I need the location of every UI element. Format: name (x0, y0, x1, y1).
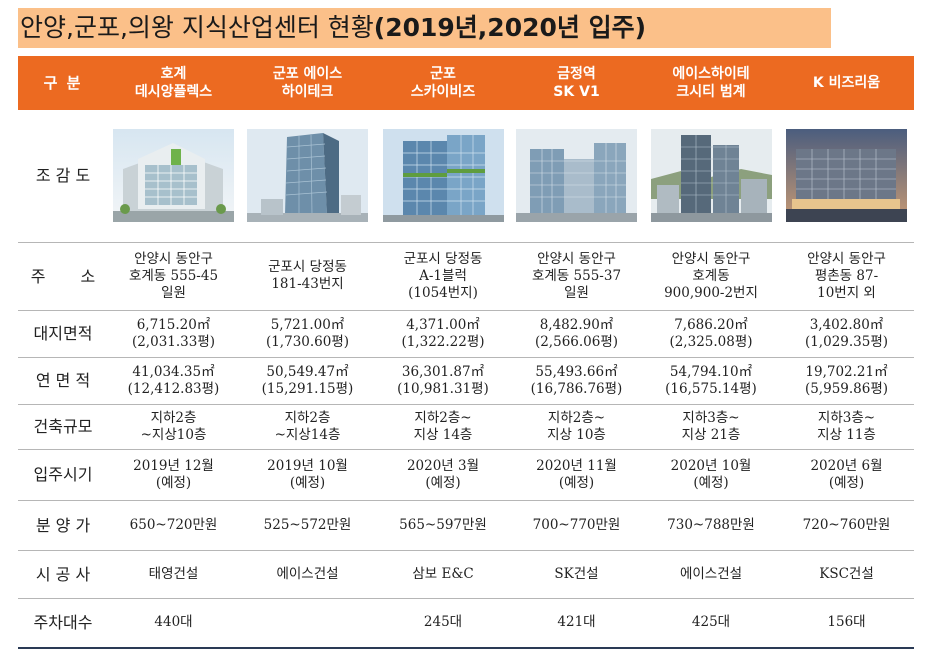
table-cell: 2019년 12월 (예정) (108, 449, 239, 501)
table-cell: 5,721.00㎡ (1,730.60평) (239, 310, 376, 358)
table-cell: 8,482.90㎡ (2,566.06평) (510, 310, 643, 358)
row-land-area: 대지면적 6,715.20㎡ (2,031.33평) 5,721.00㎡ (1,73… (18, 310, 914, 358)
table-cell: KSC건설 (779, 550, 914, 599)
row-label-scale: 건축규모 (18, 404, 108, 450)
table-cell (239, 598, 376, 649)
rendering-image-4 (516, 129, 637, 223)
page-title: 안양,군포,의왕 지식산업센터 현황(2019년,2020년 입주) (18, 8, 831, 48)
table-cell: 2020년 3월 (예정) (376, 449, 510, 501)
table-cell: 2020년 10월 (예정) (643, 449, 779, 501)
table-cell: 안양시 동안구 호계동 555-45 일원 (108, 242, 239, 311)
table-cell: SK건설 (510, 550, 643, 599)
table-cell: 720~760만원 (779, 500, 914, 551)
header-col-1: 호계 데시앙플렉스 (108, 56, 239, 110)
rendering-image-1 (113, 129, 234, 223)
row-label-parking: 주차대수 (18, 598, 108, 649)
header-col-2: 군포 에이스 하이테크 (239, 56, 376, 110)
table-cell: 삼보 E&C (376, 550, 510, 599)
title-main: 안양,군포,의왕 지식산업센터 현황 (20, 13, 374, 42)
table-cell: 525~572만원 (239, 500, 376, 551)
table-cell: 안양시 동안구 호계동 555-37 일원 (510, 242, 643, 311)
row-move-in: 입주시기 2019년 12월 (예정) 2019년 10월 (예정) 2020년 3… (18, 449, 914, 501)
header-col-5: 에이스하이테 크시티 범계 (643, 56, 779, 110)
row-label-move-in: 입주시기 (18, 449, 108, 501)
table-cell: 2019년 10월 (예정) (239, 449, 376, 501)
row-builder: 시 공 사 태영건설 에이스건설 삼보 E&C SK건설 에이스건설 KSC건설 (18, 550, 914, 599)
header-corner: 구 분 (18, 56, 108, 110)
row-parking: 주차대수 440대 245대 421대 425대 156대 (18, 598, 914, 649)
table-cell: 19,702.21㎡ (5,959.86평) (779, 357, 914, 405)
row-price: 분 양 가 650~720만원 525~572만원 565~597만원 700~… (18, 500, 914, 551)
table-cell: 지하3층~ 지상 11층 (779, 404, 914, 450)
table-cell: 지하2층 ~지상14층 (239, 404, 376, 450)
table-cell: 6,715.20㎡ (2,031.33평) (108, 310, 239, 358)
rendering-image-3 (382, 129, 504, 223)
table-cell: 421대 (510, 598, 643, 649)
row-label-builder: 시 공 사 (18, 550, 108, 599)
status-table: 구 분 호계 데시앙플렉스 군포 에이스 하이테크 군포 스카이비즈 금정역 SK V1… (18, 56, 914, 649)
table-cell: 안양시 동안구 평촌동 87- 10번지 외 (779, 242, 914, 311)
row-label-image: 조 감 도 (18, 110, 108, 243)
table-cell: 41,034.35㎡ (12,412.83평) (108, 357, 239, 405)
header-col-3: 군포 스카이비즈 (376, 56, 510, 110)
header-row: 구 분 호계 데시앙플렉스 군포 에이스 하이테크 군포 스카이비즈 금정역 SK V1… (18, 56, 914, 110)
table-cell: 에이스건설 (643, 550, 779, 599)
table-cell: 군포시 당정동 181-43번지 (239, 242, 376, 311)
table-cell: 245대 (376, 598, 510, 649)
rendering-image-2 (247, 129, 368, 223)
row-label-price: 분 양 가 (18, 500, 108, 551)
table-cell: 태영건설 (108, 550, 239, 599)
row-image: 조 감 도 (18, 110, 914, 243)
table-cell: 4,371.00㎡ (1,322.22평) (376, 310, 510, 358)
row-label-floor-area: 연 면 적 (18, 357, 108, 405)
row-address: 주 소 안양시 동안구 호계동 555-45 일원 군포시 당정동 181-43번지 … (18, 242, 914, 311)
table-cell: 지하2층~ 지상 14층 (376, 404, 510, 450)
table-cell: 700~770만원 (510, 500, 643, 551)
table-cell: 3,402.80㎡ (1,029.35평) (779, 310, 914, 358)
table-cell: 54,794.10㎡ (16,575.14평) (643, 357, 779, 405)
table-cell: 55,493.66㎡ (16,786.76평) (510, 357, 643, 405)
table-cell: 군포시 당정동 A-1블럭 (1054번지) (376, 242, 510, 311)
table-cell: 7,686.20㎡ (2,325.08평) (643, 310, 779, 358)
rendering-image-5 (650, 129, 772, 223)
table-cell: 36,301.87㎡ (10,981.31평) (376, 357, 510, 405)
table-cell: 2020년 6월 (예정) (779, 449, 914, 501)
table-cell: 안양시 동안구 호계동 900,900-2번지 (643, 242, 779, 311)
table-cell: 50,549.47㎡ (15,291.15평) (239, 357, 376, 405)
table-cell: 지하3층~ 지상 21층 (643, 404, 779, 450)
row-floor-area: 연 면 적 41,034.35㎡ (12,412.83평) 50,549.47㎡(… (18, 357, 914, 405)
row-scale: 건축규모 지하2층 ~지상10층 지하2층 ~지상14층 지하2층~ 지상 14층 지… (18, 404, 914, 450)
table-cell: 에이스건설 (239, 550, 376, 599)
table-cell: 440대 (108, 598, 239, 649)
table-cell: 지하2층~ 지상 10층 (510, 404, 643, 450)
title-bold: (2019년,2020년 입주) (373, 13, 647, 42)
table-cell: 2020년 11월 (예정) (510, 449, 643, 501)
table-cell: 425대 (643, 598, 779, 649)
rendering-image-6 (786, 129, 907, 223)
header-col-4: 금정역 SK V1 (510, 56, 643, 110)
table-cell: 지하2층 ~지상10층 (108, 404, 239, 450)
table-cell: 565~597만원 (376, 500, 510, 551)
table-cell: 650~720만원 (108, 500, 239, 551)
row-label-address: 주 소 (18, 242, 108, 311)
row-label-land-area: 대지면적 (18, 310, 108, 358)
table-cell: 730~788만원 (643, 500, 779, 551)
table-cell: 156대 (779, 598, 914, 649)
header-col-6: K 비즈리움 (779, 56, 914, 110)
